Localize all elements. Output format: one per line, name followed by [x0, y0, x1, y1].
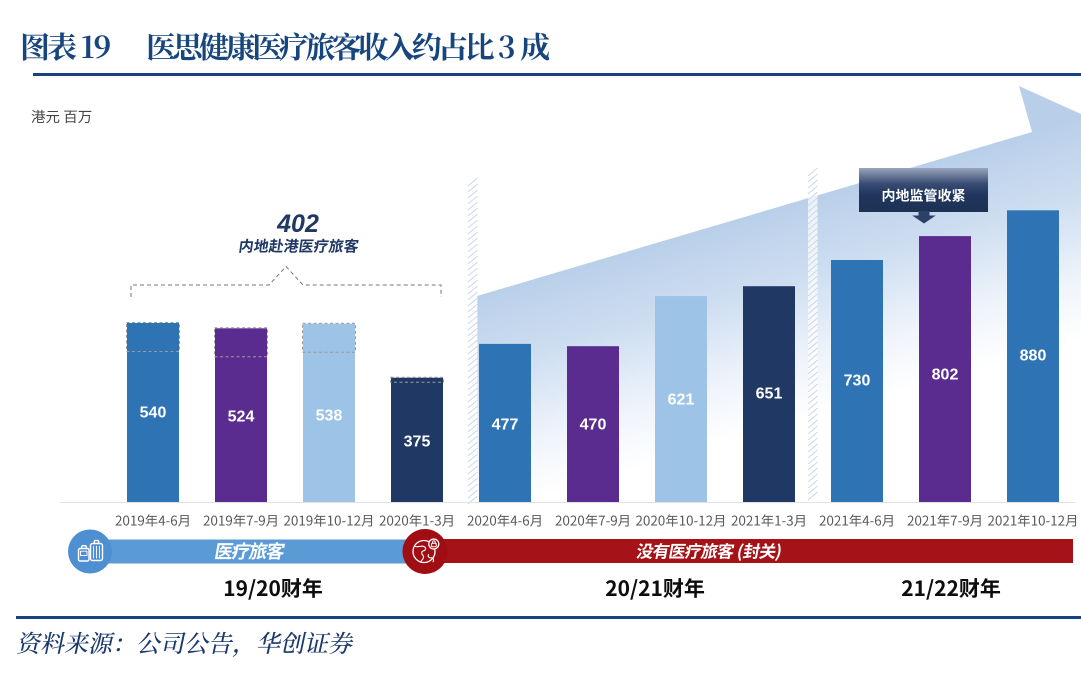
svg-text:470: 470 [580, 417, 607, 434]
svg-text:730: 730 [844, 373, 871, 390]
svg-text:621: 621 [668, 392, 695, 409]
svg-text:880: 880 [1020, 348, 1047, 365]
svg-text:802: 802 [932, 367, 959, 384]
svg-text:651: 651 [756, 386, 783, 403]
svg-text:524: 524 [228, 409, 255, 426]
svg-text:538: 538 [316, 408, 343, 425]
svg-text:477: 477 [492, 417, 519, 434]
svg-text:402: 402 [276, 210, 319, 238]
svg-text:375: 375 [404, 434, 431, 451]
svg-text:540: 540 [140, 405, 167, 422]
